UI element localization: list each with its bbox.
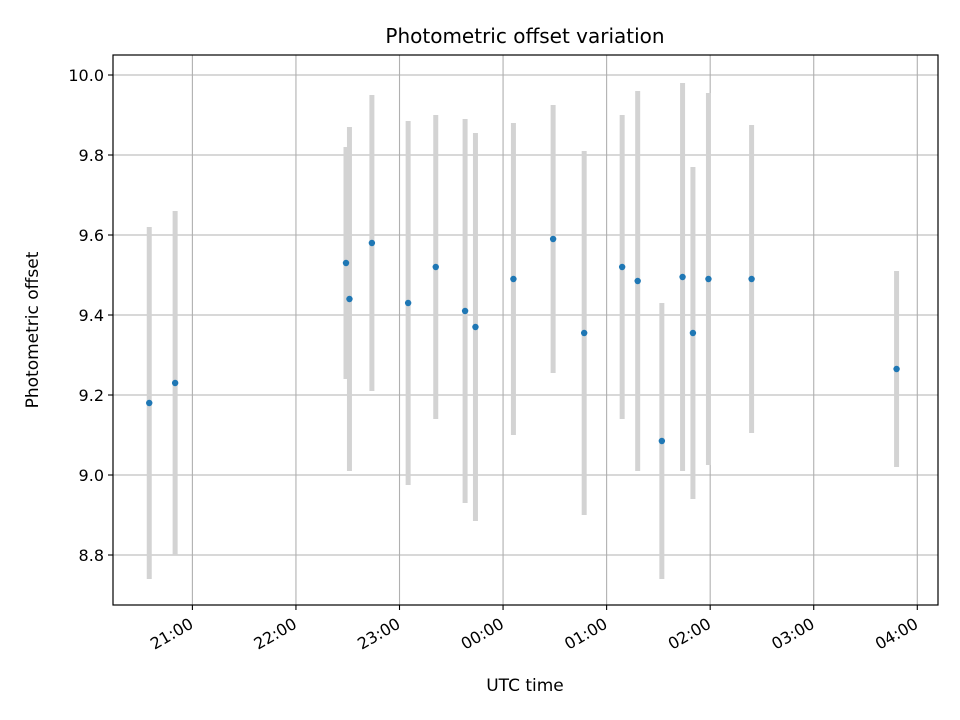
data-point <box>146 399 153 407</box>
data-point <box>404 299 412 307</box>
data-points <box>146 235 900 445</box>
data-point <box>748 275 755 283</box>
data-point <box>171 379 179 387</box>
y-axis-label: Photometric offset <box>23 251 43 408</box>
data-point <box>368 239 376 247</box>
y-tick-label: 8.8 <box>79 546 104 565</box>
data-point <box>634 277 641 285</box>
x-axis-label: UTC time <box>486 676 564 696</box>
y-tick-label: 9.2 <box>79 386 104 405</box>
y-tick-label: 10.0 <box>68 66 104 85</box>
data-point <box>658 437 666 445</box>
data-point <box>342 259 350 267</box>
y-tick-label: 9.6 <box>79 226 104 245</box>
data-point <box>893 365 900 373</box>
y-tick-label: 9.8 <box>79 146 104 165</box>
data-point <box>472 323 479 331</box>
data-point <box>689 329 697 337</box>
data-point <box>549 235 557 243</box>
data-point <box>580 329 588 337</box>
data-point <box>432 263 439 271</box>
data-point <box>679 273 686 281</box>
chart-title: Photometric offset variation <box>385 24 664 48</box>
data-point <box>461 307 469 315</box>
plot-frame <box>112 54 939 606</box>
data-point <box>618 263 626 271</box>
data-point <box>705 275 712 283</box>
y-axis-ticks: 8.8 9.0 9.2 9.4 9.6 9.8 10.0 <box>68 66 113 565</box>
y-tick-label: 9.0 <box>79 466 104 485</box>
data-point <box>510 275 517 283</box>
data-point <box>346 295 353 303</box>
y-tick-label: 9.4 <box>79 306 104 325</box>
